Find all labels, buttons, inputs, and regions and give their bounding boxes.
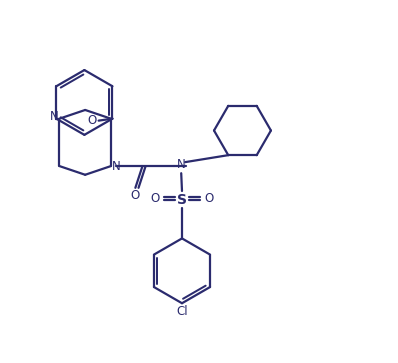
Text: N: N — [177, 158, 185, 171]
Text: O: O — [87, 114, 96, 127]
Text: O: O — [150, 192, 159, 205]
Text: O: O — [205, 192, 214, 205]
Text: Cl: Cl — [176, 305, 188, 318]
Text: N: N — [111, 160, 120, 174]
Text: O: O — [130, 189, 139, 202]
Text: S: S — [177, 193, 187, 207]
Text: N: N — [50, 110, 59, 123]
